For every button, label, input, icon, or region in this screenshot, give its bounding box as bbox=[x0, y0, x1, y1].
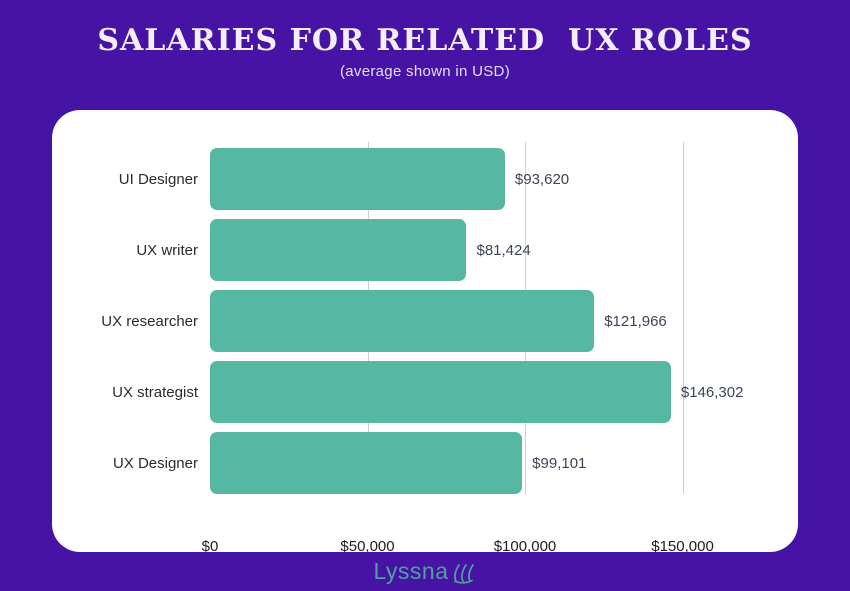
bar-row: UX Designer $99,101 bbox=[113, 432, 766, 494]
bar-ux-designer bbox=[210, 432, 523, 494]
value-label: $93,620 bbox=[514, 170, 570, 188]
bar-chart-plot-area: UI Designer $93,620 UX writer $81,424 UX res… bbox=[101, 142, 766, 555]
category-label: UX Designer bbox=[112, 454, 198, 472]
chart-card: UI Designer $93,620 UX writer $81,424 UX res… bbox=[52, 110, 798, 555]
x-tick-label: $0 bbox=[201, 538, 219, 555]
chart-header: SALARIES FOR RELATED UX ROLES (average s… bbox=[0, 0, 850, 80]
x-axis: $0 $50,000 $100,000 $150,000 bbox=[202, 538, 766, 560]
bar-row: UX strategist $146,302 bbox=[112, 361, 766, 423]
page-subtitle: (average shown in USD) bbox=[339, 62, 510, 80]
category-label: UX writer bbox=[136, 241, 198, 259]
lyssna-logo-text: Lyssna bbox=[373, 558, 449, 584]
x-tick-label: $100,000 bbox=[493, 538, 557, 555]
category-label: UX strategist bbox=[112, 383, 198, 401]
value-label: $81,424 bbox=[476, 241, 531, 259]
value-label: $146,302 bbox=[680, 383, 744, 401]
category-label: UX researcher bbox=[101, 312, 198, 330]
gridline-150000 bbox=[682, 142, 684, 494]
value-label: $121,966 bbox=[604, 312, 667, 330]
page-title: SALARIES FOR RELATED UX ROLES bbox=[97, 23, 753, 58]
value-label: $99,101 bbox=[532, 454, 587, 472]
bar-ux-strategist bbox=[210, 361, 671, 423]
x-tick-label: $50,000 bbox=[340, 538, 395, 555]
bar-row: UI Designer $93,620 bbox=[119, 148, 766, 210]
footer: Lyssna bbox=[0, 558, 850, 585]
bar-ux-researcher bbox=[210, 290, 595, 352]
bar-row: UX writer $81,424 bbox=[136, 219, 766, 281]
category-label: UI Designer bbox=[118, 170, 198, 188]
bar-ui-designer bbox=[210, 148, 505, 210]
bar-row: UX researcher $121,966 bbox=[101, 290, 766, 352]
lyssna-waves-icon bbox=[453, 563, 474, 584]
bar-ux-writer bbox=[210, 219, 467, 281]
x-tick-label: $150,000 bbox=[651, 538, 714, 555]
